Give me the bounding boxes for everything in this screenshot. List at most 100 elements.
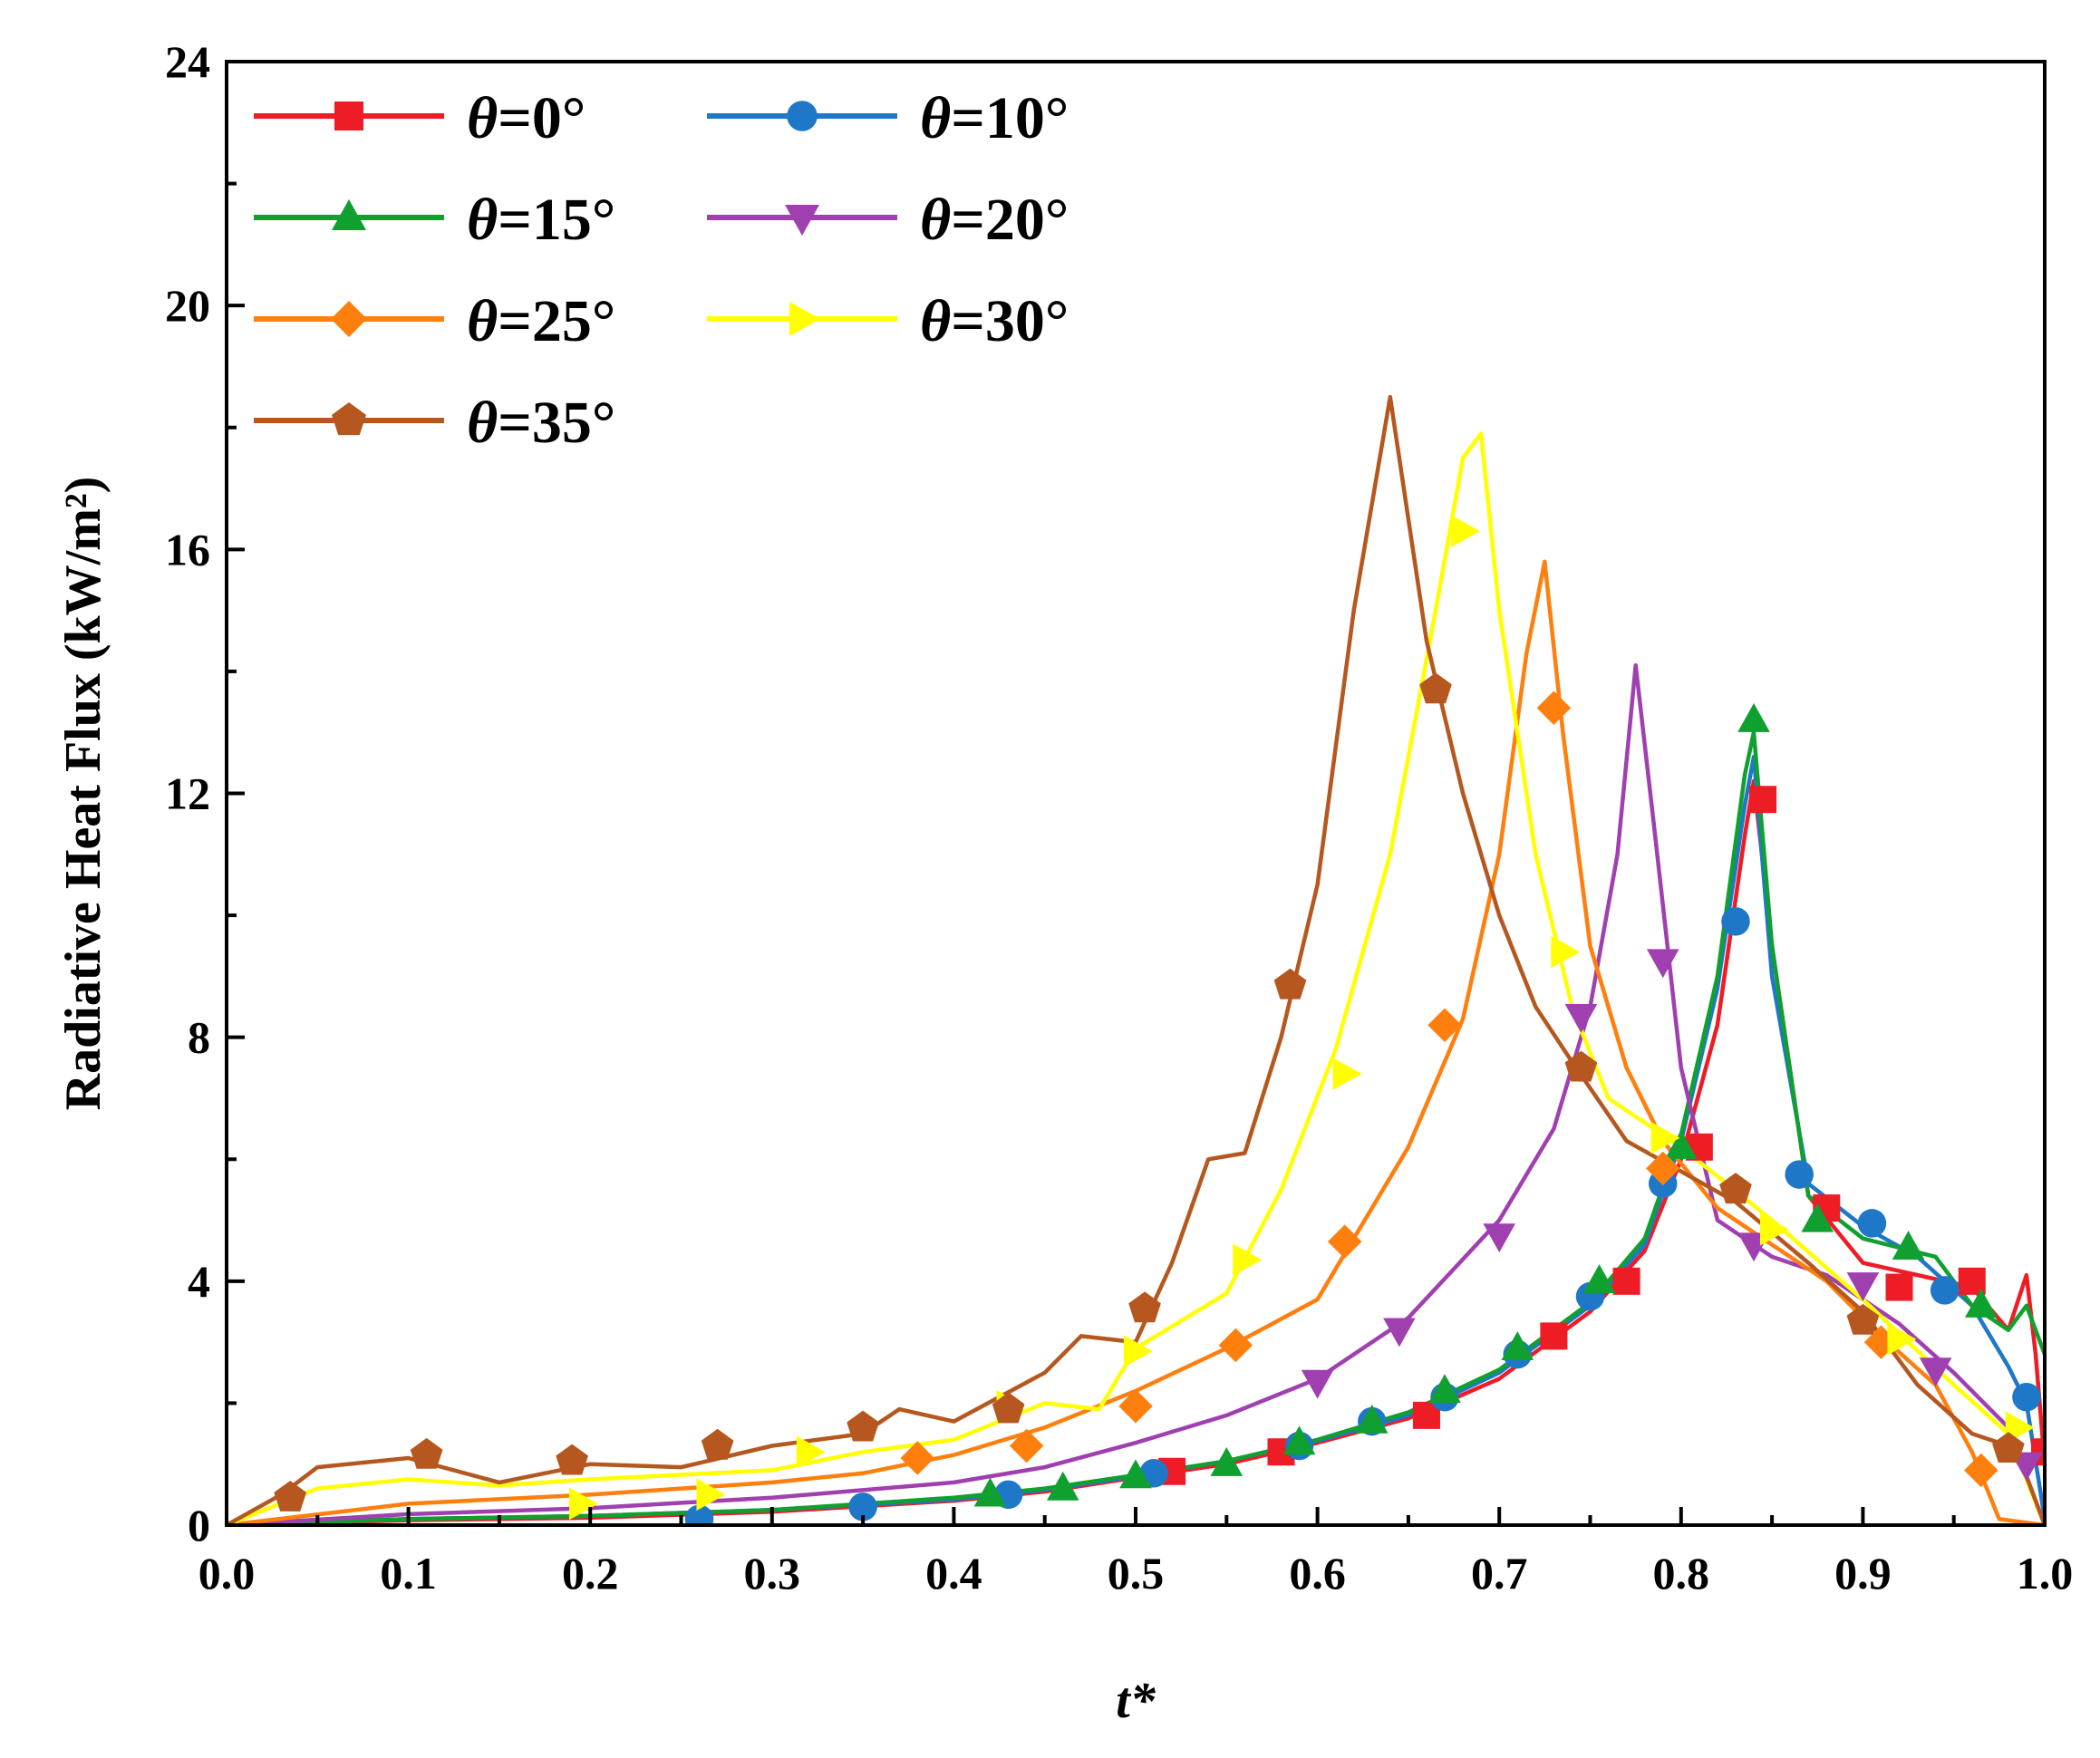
data-point-theta-25 bbox=[900, 1441, 935, 1475]
data-point-theta-30 bbox=[1332, 1058, 1362, 1090]
legend-item-theta-10: θ=10° bbox=[707, 85, 1069, 151]
data-point-theta-25 bbox=[1536, 691, 1572, 726]
data-point-theta-15 bbox=[1282, 1425, 1316, 1455]
data-point-theta-30 bbox=[796, 1435, 826, 1469]
data-point-theta-10 bbox=[2012, 1382, 2041, 1412]
data-point-theta-20 bbox=[1301, 1369, 1334, 1399]
x-tick-label: 0.6 bbox=[1289, 1548, 1346, 1599]
data-point-theta-15 bbox=[1355, 1404, 1389, 1434]
legend-label: θ=25° bbox=[467, 288, 615, 354]
y-tick-label: 20 bbox=[165, 280, 210, 331]
data-point-theta-30 bbox=[1759, 1212, 1789, 1246]
legend-label-value: =15° bbox=[498, 187, 615, 253]
data-point-theta-20 bbox=[1646, 949, 1679, 979]
data-point-theta-25 bbox=[1427, 1008, 1462, 1042]
legend-label-symbol: θ bbox=[920, 187, 951, 253]
x-tick-label: 0.2 bbox=[562, 1548, 619, 1599]
data-point-theta-30 bbox=[569, 1487, 598, 1521]
x-tick-label: 0.5 bbox=[1108, 1548, 1165, 1599]
legend-label-value: =35° bbox=[498, 390, 615, 456]
y-tick-label: 4 bbox=[188, 1256, 210, 1307]
legend-item-theta-30: θ=30° bbox=[707, 288, 1069, 354]
y-tick-label: 16 bbox=[165, 524, 210, 575]
data-point-theta-20 bbox=[1383, 1318, 1416, 1347]
data-point-theta-30 bbox=[696, 1478, 726, 1512]
legend-marker-icon bbox=[331, 402, 367, 436]
data-point-theta-15 bbox=[1501, 1331, 1534, 1360]
data-point-theta-15 bbox=[1664, 1130, 1698, 1159]
data-point-theta-35 bbox=[1273, 968, 1307, 1000]
data-point-theta-10 bbox=[1930, 1276, 1960, 1305]
data-point-theta-30 bbox=[1887, 1322, 1917, 1356]
data-point-theta-35 bbox=[1564, 1050, 1598, 1082]
data-point-theta-35 bbox=[1719, 1173, 1752, 1204]
data-point-theta-15 bbox=[1046, 1471, 1079, 1501]
legend-marker-icon bbox=[785, 205, 819, 236]
x-axis: 0.0 0.1 0.2 0.3 0.4 0.5 0.6 0.7 0.8 0.9 1.0 bbox=[198, 1507, 2073, 1599]
x-tick-label: 0.3 bbox=[744, 1548, 801, 1599]
series-markers bbox=[274, 515, 2045, 1525]
legend-label-symbol: θ bbox=[467, 390, 498, 456]
legend-label: θ=10° bbox=[920, 85, 1069, 151]
data-point-theta-15 bbox=[1964, 1289, 1998, 1318]
legend-marker-icon bbox=[332, 199, 366, 230]
data-point-theta-35 bbox=[274, 1480, 307, 1512]
data-point-theta-10 bbox=[1721, 907, 1750, 936]
legend-marker-icon bbox=[789, 302, 820, 336]
series-line-theta-35 bbox=[227, 394, 2045, 1525]
data-point-theta-30 bbox=[1650, 1121, 1680, 1154]
x-tick-label: 0.1 bbox=[380, 1548, 437, 1599]
data-point-theta-35 bbox=[1846, 1303, 1880, 1335]
data-point-theta-35 bbox=[847, 1410, 879, 1442]
data-point-theta-10 bbox=[848, 1492, 877, 1521]
legend-label-value: =25° bbox=[498, 288, 615, 354]
x-axis-title: t* bbox=[1116, 1673, 1156, 1729]
data-point-theta-35 bbox=[1419, 672, 1452, 704]
legend-label-symbol: θ bbox=[467, 187, 498, 253]
data-point-theta-25 bbox=[1327, 1224, 1362, 1259]
x-tick-label: 0.8 bbox=[1653, 1548, 1710, 1599]
data-point-theta-20 bbox=[1564, 1003, 1598, 1033]
y-tick-label: 24 bbox=[165, 36, 210, 87]
legend-item-theta-25: θ=25° bbox=[254, 288, 615, 354]
data-point-theta-25 bbox=[1645, 1151, 1680, 1186]
data-point-theta-30 bbox=[1551, 935, 1581, 969]
y-axis-title: Radiative Heat Flux (kW/m²) bbox=[55, 477, 111, 1111]
data-point-theta-15 bbox=[1801, 1203, 1834, 1232]
legend-label: θ=35° bbox=[467, 390, 615, 456]
legend-label-value: =0° bbox=[498, 85, 585, 151]
data-point-theta-15 bbox=[1892, 1231, 1925, 1260]
legend-marker-icon bbox=[331, 301, 367, 337]
legend-item-theta-15: θ=15° bbox=[254, 187, 615, 253]
legend-label: θ=20° bbox=[920, 187, 1069, 253]
data-point-theta-20 bbox=[1919, 1357, 1952, 1387]
data-point-theta-0 bbox=[1885, 1273, 1913, 1301]
data-point-theta-30 bbox=[1123, 1335, 1153, 1368]
data-point-theta-0 bbox=[1749, 786, 1777, 814]
data-point-theta-0 bbox=[1540, 1322, 1568, 1350]
legend: θ=0° θ=10°θ=15° θ=20°θ=25° θ=30°θ=35° bbox=[254, 85, 1069, 456]
data-point-theta-35 bbox=[701, 1428, 734, 1460]
legend-marker-icon bbox=[334, 101, 363, 130]
x-tick-label: 0.4 bbox=[925, 1548, 982, 1599]
legend-marker-icon bbox=[787, 101, 818, 131]
x-axis-title-text: t* bbox=[1116, 1673, 1156, 1729]
data-point-theta-20 bbox=[1846, 1272, 1880, 1301]
data-point-theta-15 bbox=[1210, 1446, 1244, 1476]
data-point-theta-10 bbox=[684, 1504, 714, 1525]
legend-item-theta-20: θ=20° bbox=[707, 187, 1069, 253]
legend-label-value: =10° bbox=[951, 85, 1069, 151]
data-point-theta-35 bbox=[992, 1392, 1025, 1424]
legend-label-value: =30° bbox=[951, 288, 1069, 354]
legend-label-symbol: θ bbox=[920, 85, 951, 151]
y-tick-label: 12 bbox=[165, 768, 210, 819]
data-point-theta-15 bbox=[1428, 1374, 1461, 1404]
data-point-theta-25 bbox=[1218, 1328, 1253, 1363]
data-point-theta-25 bbox=[1118, 1389, 1153, 1424]
legend-label: θ=0° bbox=[467, 85, 585, 151]
data-point-theta-10 bbox=[1857, 1209, 1887, 1238]
legend-item-theta-35: θ=35° bbox=[254, 390, 615, 456]
